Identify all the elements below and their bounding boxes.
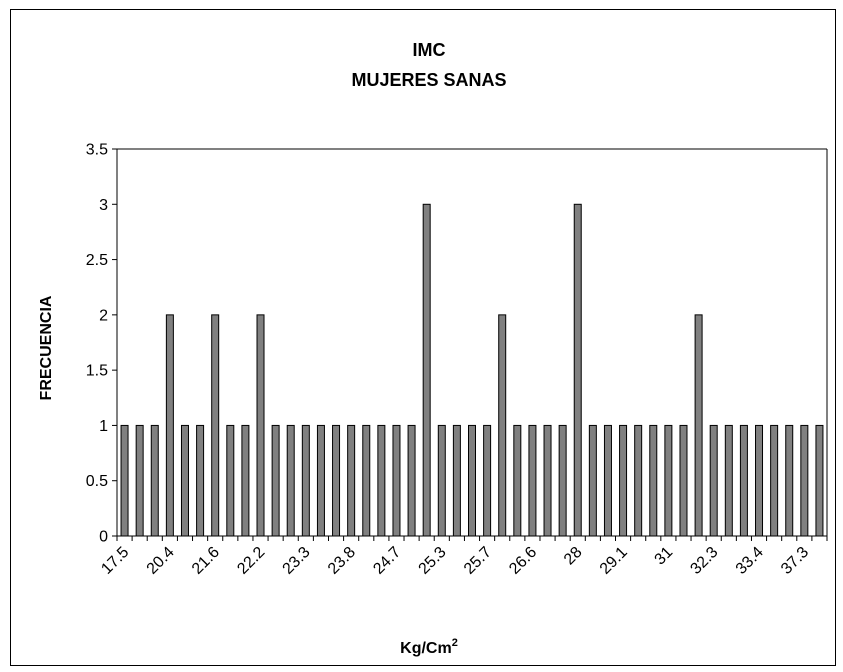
x-tick-label: 32.3: [687, 544, 721, 578]
bar: [468, 424, 476, 537]
bar: [694, 314, 703, 537]
bar: [332, 424, 341, 537]
x-tick-label: 20.4: [144, 544, 178, 578]
x-tick-label: 26.6: [506, 544, 540, 578]
bar: [437, 424, 446, 537]
bar: [634, 424, 643, 537]
bar: [362, 424, 371, 537]
bar: [619, 424, 628, 537]
bar-chart: IMC MUJERES SANAS 0 0.5 1 1.5 2 2.5 3 3.5 17.5 2…: [38, 40, 828, 657]
bar: [271, 424, 280, 537]
bar: [241, 424, 250, 537]
y-axis: 0 0.5 1 1.5 2 2.5 3 3.5: [86, 142, 828, 546]
x-tick-label: 29.1: [597, 544, 631, 578]
y-tick-label: 2: [99, 307, 108, 324]
x-tick-label: 33.4: [733, 544, 767, 578]
bar: [180, 424, 189, 537]
bar: [422, 203, 431, 537]
bar: [286, 424, 295, 537]
x-tick-label: 21.6: [189, 544, 223, 578]
bar: [120, 424, 129, 537]
bar: [301, 424, 310, 537]
bar: [709, 424, 718, 537]
y-tick-label: 0: [99, 529, 108, 546]
bar: [664, 424, 673, 537]
y-tick-label: 2.5: [86, 252, 108, 269]
x-tick-label: 25.7: [461, 544, 495, 578]
bar: [528, 424, 537, 537]
bar: [165, 314, 174, 537]
bar: [377, 424, 386, 537]
y-tick-label: 3: [99, 197, 108, 214]
bar: [588, 424, 597, 537]
bar: [226, 424, 235, 537]
bar: [211, 314, 220, 537]
chart-subtitle: MUJERES SANAS: [351, 70, 506, 90]
bar: [770, 424, 779, 537]
bar: [150, 424, 159, 537]
x-tick-label: 22.2: [234, 544, 268, 578]
x-tick-label: 37.3: [778, 544, 812, 578]
bar: [407, 424, 416, 537]
chart-title: IMC: [413, 40, 446, 60]
y-axis-title: FRECUENCIA: [38, 295, 55, 400]
y-tick-label: 3.5: [86, 142, 108, 159]
bar: [196, 424, 205, 537]
bar: [755, 424, 764, 537]
x-tick-label: 23.8: [325, 544, 359, 578]
x-tick-label: 28: [561, 544, 586, 569]
bar: [800, 424, 809, 537]
chart-frame: IMC MUJERES SANAS 0 0.5 1 1.5 2 2.5 3 3.5 17.5 2…: [10, 9, 836, 666]
bar: [679, 424, 688, 537]
bar: [392, 424, 401, 537]
bar: [483, 424, 492, 537]
x-axis-title-superscript: 2: [452, 637, 458, 649]
y-tick-label: 1.5: [86, 363, 108, 380]
bar: [452, 424, 461, 537]
bar: [316, 424, 325, 537]
x-tick-label: 25.3: [416, 544, 450, 578]
bar: [785, 424, 794, 537]
bar: [256, 314, 265, 537]
x-axis-title: Kg/Cm2: [400, 637, 458, 657]
bar: [603, 424, 612, 537]
x-tick-label: 23.3: [280, 544, 314, 578]
x-tick-label: 31: [652, 544, 677, 569]
bar: [543, 424, 552, 537]
bar: [573, 203, 582, 537]
x-tick-label: 24.7: [370, 544, 404, 578]
bar: [815, 424, 824, 537]
bar: [649, 424, 658, 537]
x-tick-label: 17.5: [98, 544, 132, 578]
bar: [739, 424, 748, 537]
bar: [135, 424, 144, 537]
x-axis: 17.5 20.4 21.6 22.2 23.3 23.8 24.7 25.3 25.7 26.6…: [98, 535, 828, 578]
bar: [513, 424, 522, 537]
bar: [558, 424, 567, 537]
bar: [347, 424, 356, 537]
bar: [724, 424, 733, 537]
bars: [120, 203, 824, 537]
bar: [498, 314, 507, 537]
y-tick-label: 0.5: [86, 473, 108, 490]
x-axis-title-text: Kg/Cm: [400, 640, 452, 657]
y-tick-label: 1: [99, 418, 108, 435]
